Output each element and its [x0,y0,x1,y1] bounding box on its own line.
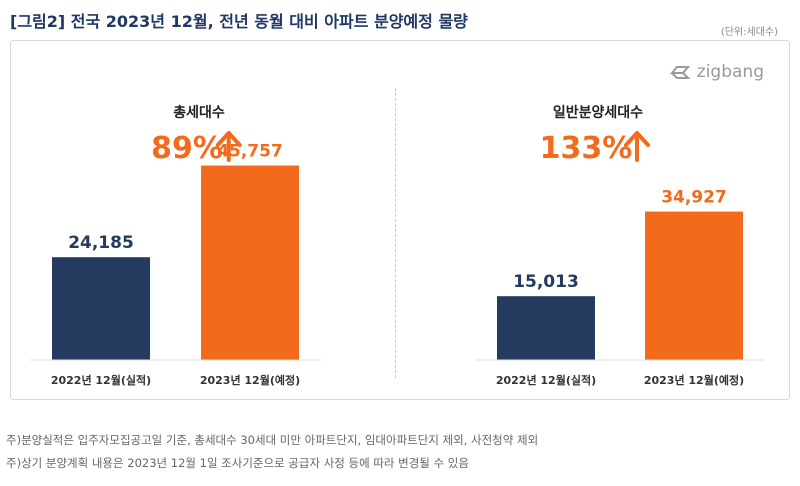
change-percent: 89% [151,131,223,166]
bar-value-label: 24,185 [68,233,134,253]
chart-subtitle: 일반분양세대수 [553,104,643,121]
category-label: 2023년 12월(예정) [200,373,300,387]
unit-label: (단위:세대수) [720,27,778,38]
bar-value-label: 15,013 [513,272,579,292]
bar [52,257,150,360]
category-label: 2023년 12월(예정) [644,373,744,387]
bar-value-label: 34,927 [661,188,727,208]
chart-subtitle: 총세대수 [173,105,225,121]
panel-divider [395,88,396,378]
bar [201,165,299,360]
footnote-2: 주)상기 분양계획 내용은 2023년 12월 1일 조사기준으로 공급자 사정… [6,456,469,470]
category-label: 2022년 12월(실적) [496,373,596,387]
footnote-1: 주)분양실적은 입주자모집공고일 기준, 총세대수 30세대 미만 아파트단지,… [6,433,539,447]
arrow-up-icon [624,131,650,162]
change-percent: 133% [540,131,633,166]
logo-text: zigbang [696,62,764,82]
bar-value-label: 45,757 [217,142,283,162]
arrow-up-icon [215,131,242,162]
bar [497,296,595,360]
category-label: 2022년 12월(실적) [51,373,151,387]
zigbang-logo-icon [669,66,691,79]
zigbang-logo: zigbang [669,62,764,82]
bar [645,211,743,360]
chart-title: [그림2] 전국 2023년 12월, 전년 동월 대비 아파트 분양예정 물량 [10,12,468,31]
